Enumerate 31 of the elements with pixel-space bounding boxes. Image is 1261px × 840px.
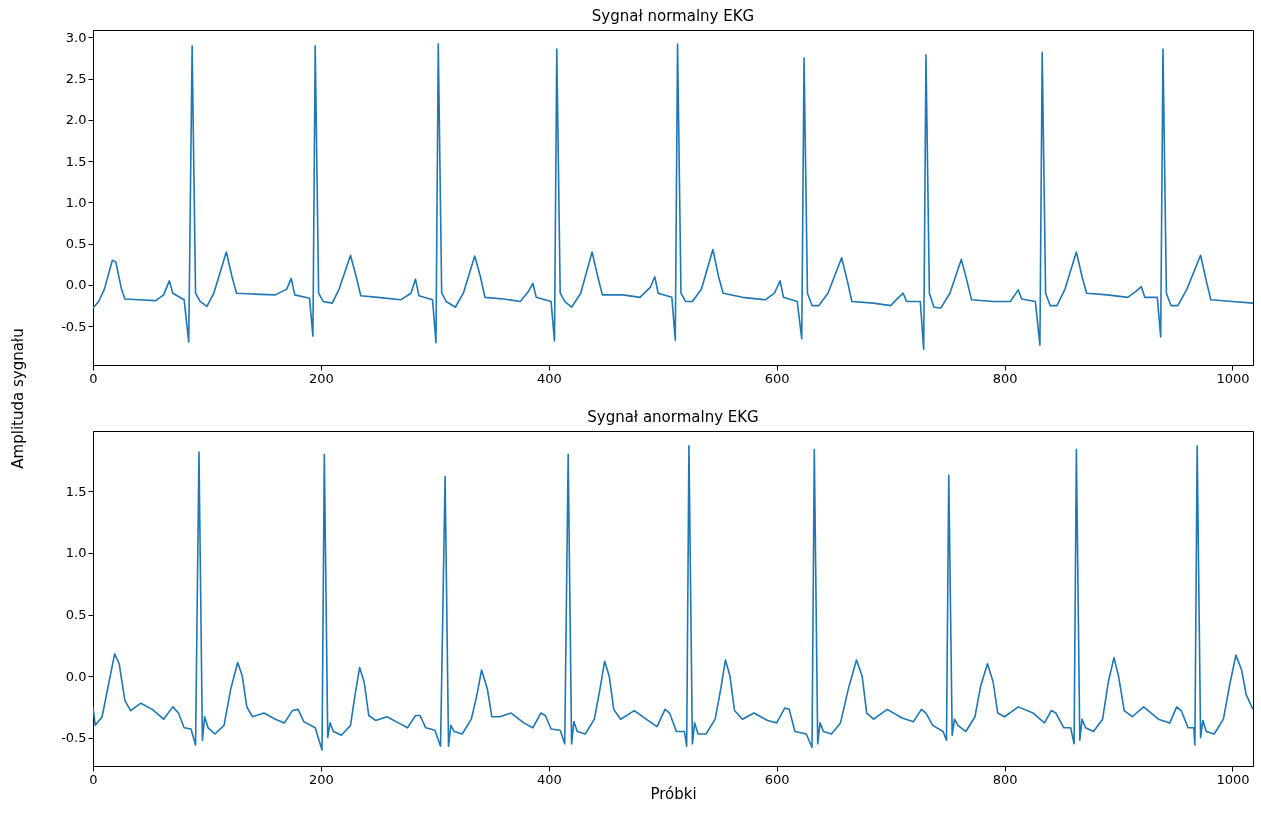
y-tick-label: 3.0 [65,29,87,45]
chart-title: Sygnał anormalny EKG [587,408,759,426]
x-tick-label: 800 [992,370,1018,386]
x-tick-label: 200 [308,370,334,386]
line-series [93,444,1253,751]
x-tick-label: 400 [536,370,562,386]
x-tick-label: 600 [764,771,790,787]
y-tick-label: 2.0 [65,112,87,128]
y-tick-label: 0.5 [65,607,87,623]
y-tick-label: 2.5 [65,71,87,87]
x-tick-label: 1000 [1216,370,1250,386]
x-tick-label: 400 [536,771,562,787]
line-series [93,43,1253,351]
y-tick-label: 1.0 [65,194,87,210]
y-tick-label: 0.0 [65,277,87,293]
y-tick-label: 0.0 [65,668,87,684]
x-tick-label: 0 [89,771,98,787]
x-tick-label: 1000 [1216,771,1250,787]
y-tick-label: 1.0 [65,545,87,561]
y-tick-label: -0.5 [61,318,87,334]
x-tick-label: 200 [308,771,334,787]
x-tick-label: 0 [89,370,98,386]
y-tick-label: 0.5 [65,236,87,252]
y-axis-title: Amplituda sygnału [9,328,28,469]
x-axis-title: Próbki [650,784,697,803]
y-tick-label: -0.5 [61,730,87,746]
x-tick-label: 800 [992,771,1018,787]
y-tick-label: 1.5 [65,153,87,169]
chart-title: Sygnał normalny EKG [591,7,755,25]
x-tick-label: 600 [764,370,790,386]
y-tick-label: 1.5 [65,483,87,499]
